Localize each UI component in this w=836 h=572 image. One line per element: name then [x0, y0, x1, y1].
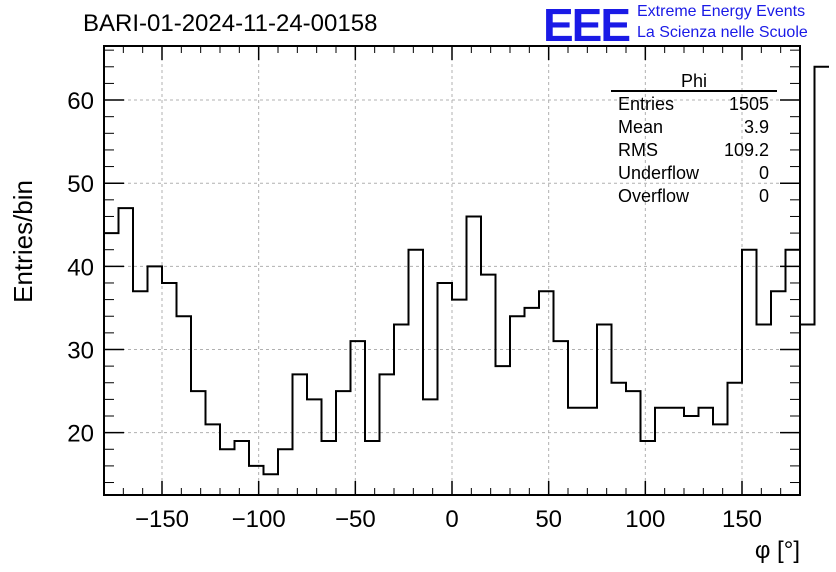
x-tick-label: 50: [535, 506, 562, 533]
stats-value-entries: 1505: [729, 94, 769, 114]
y-tick-labels: 20 30 40 50 60: [67, 88, 94, 448]
stats-label-rms: RMS: [618, 140, 658, 160]
x-tick-label: 150: [722, 506, 762, 533]
eee-logo: EEE: [543, 0, 631, 51]
stats-label-underflow: Underflow: [618, 163, 700, 183]
stats-value-overflow: 0: [759, 186, 769, 206]
stats-label-overflow: Overflow: [618, 186, 690, 206]
stats-value-underflow: 0: [759, 163, 769, 183]
histogram-line: [104, 65, 829, 476]
x-tick-label: −150: [135, 506, 189, 533]
x-tick-label: 0: [445, 506, 458, 533]
stats-value-rms: 109.2: [724, 140, 769, 160]
stats-title: Phi: [681, 71, 707, 91]
x-tick-label: 100: [625, 506, 665, 533]
y-tick-label: 60: [67, 88, 94, 115]
y-axis-label: Entries/bin: [8, 180, 38, 303]
x-tick-label: −100: [232, 506, 286, 533]
x-tick-labels: −150 −100 −50 0 50 100 150: [135, 506, 762, 533]
stats-box: Phi Entries 1505 Mean 3.9 RMS 109.2 Unde…: [611, 71, 777, 206]
y-tick-label: 20: [67, 421, 94, 448]
chart-title: BARI-01-2024-11-24-00158: [83, 10, 378, 37]
y-tick-label: 50: [67, 171, 94, 198]
logo-caption-line1: Extreme Energy Events: [637, 3, 806, 20]
y-tick-label: 40: [67, 254, 94, 281]
stats-label-mean: Mean: [618, 117, 663, 137]
logo-caption-line2: La Scienza nelle Scuole: [637, 24, 808, 41]
x-tick-label: −50: [335, 506, 376, 533]
axis-ticks: [103, 46, 801, 495]
grid-lines: [104, 46, 800, 495]
stats-label-entries: Entries: [618, 94, 674, 114]
stats-value-mean: 3.9: [744, 117, 769, 137]
y-tick-label: 30: [67, 337, 94, 364]
x-axis-label: φ [°]: [755, 537, 800, 564]
